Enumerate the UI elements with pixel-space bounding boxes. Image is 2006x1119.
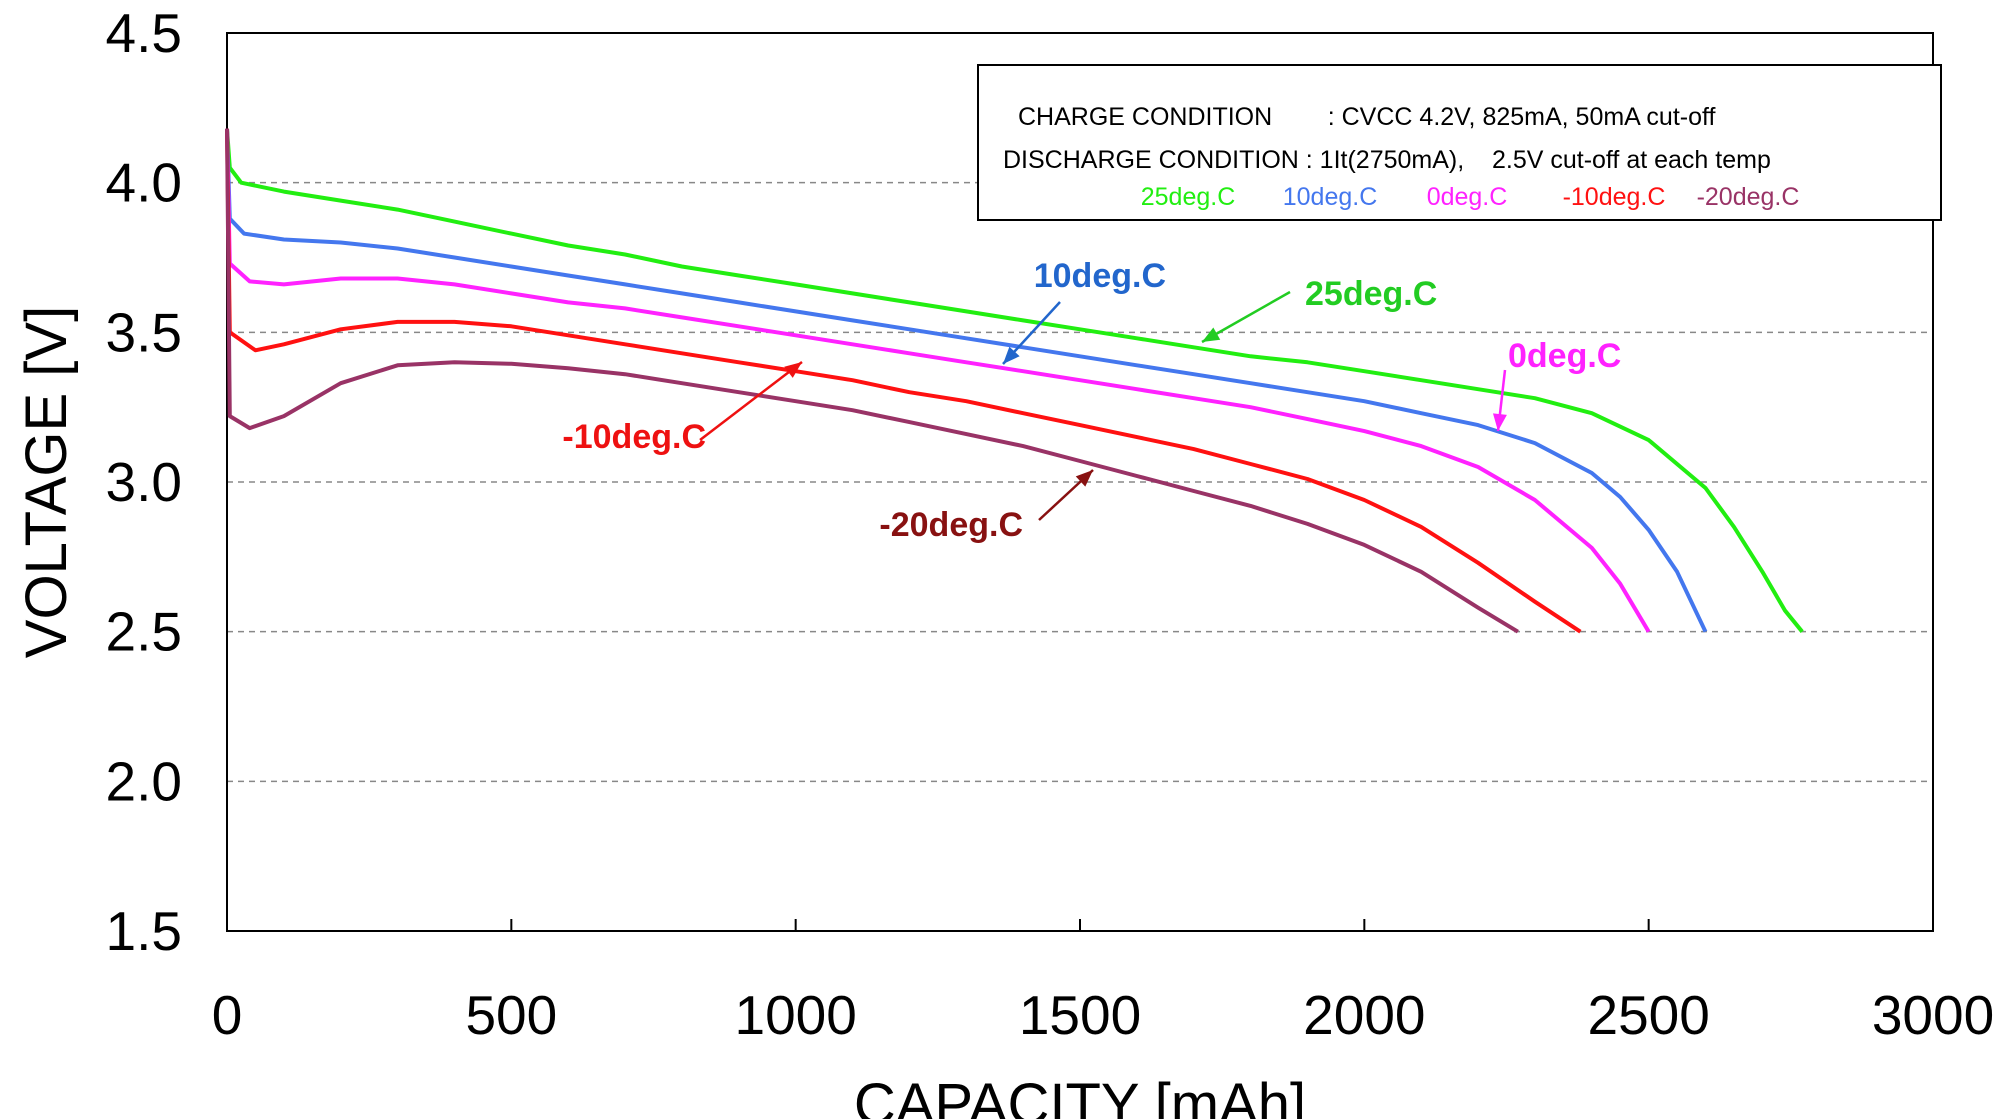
series-line	[225, 128, 1708, 633]
annotation-arrowhead	[1003, 346, 1020, 364]
x-tick-label: 500	[465, 984, 557, 1046]
legend-series-label: -20deg.C	[1697, 183, 1800, 211]
legend-series-labels: 25deg.C 10deg.C 0deg.C -10deg.C -20deg.C	[1141, 183, 1800, 211]
y-tick-label: 4.0	[106, 152, 182, 214]
series-line	[225, 128, 1804, 633]
series-annotation-label: -10deg.C	[562, 418, 706, 456]
series-annotation-label: 10deg.C	[1034, 257, 1166, 295]
y-tick-label: 1.5	[106, 900, 182, 962]
x-axis-title: CAPACITY [mAh]	[854, 1072, 1306, 1119]
legend-frame	[977, 64, 1942, 221]
y-axis-title: VOLTAGE [V]	[14, 306, 79, 658]
legend-series-label: 25deg.C	[1141, 183, 1236, 211]
x-tick-labels: 0 500 1000 1500 2000 2500 3000	[212, 984, 1994, 1046]
x-tick-label: 2000	[1303, 984, 1425, 1046]
annotation-arrow	[699, 361, 803, 441]
annotations: 25deg.C 10deg.C 0deg.C -10deg.C -20deg.C	[562, 257, 1621, 544]
series-line	[225, 128, 1519, 634]
series-annotation-label: 25deg.C	[1305, 275, 1437, 313]
y-tick-label: 3.5	[106, 301, 182, 363]
x-tick-label: 1500	[1019, 984, 1141, 1046]
x-tick-label: 0	[212, 984, 243, 1046]
y-tick-label: 4.5	[106, 2, 182, 64]
annotation-arrowhead	[1075, 470, 1093, 487]
legend-series-label: -10deg.C	[1563, 183, 1666, 211]
legend-series-label: 0deg.C	[1427, 183, 1508, 211]
y-tick-labels: 4.5 4.0 3.5 3.0 2.5 2.0 1.5	[106, 2, 182, 962]
annotation-arrowhead	[784, 362, 802, 378]
x-tick-marks	[510, 919, 1934, 931]
annotation-arrowhead	[1202, 327, 1221, 342]
x-tick-label: 2500	[1587, 984, 1709, 1046]
series-annotation-label: 0deg.C	[1508, 337, 1621, 375]
series-line	[225, 128, 1582, 634]
y-tick-label: 2.0	[106, 750, 182, 812]
y-tick-label: 3.0	[106, 451, 182, 513]
series-lines	[225, 128, 1804, 634]
legend-charge-condition: CHARGE CONDITION : CVCC 4.2V, 825mA, 50m…	[1018, 103, 1715, 131]
x-tick-label: 3000	[1872, 984, 1994, 1046]
series-annotation-label: -20deg.C	[879, 506, 1023, 544]
legend-discharge-condition: DISCHARGE CONDITION : 1It(2750mA), 2.5V …	[1003, 146, 1771, 174]
series-line	[225, 128, 1651, 633]
annotation-arrowhead	[1492, 413, 1507, 431]
x-tick-label: 1000	[734, 984, 856, 1046]
y-tick-label: 2.5	[106, 601, 182, 663]
legend-series-label: 10deg.C	[1283, 183, 1378, 211]
legend-box: CHARGE CONDITION : CVCC 4.2V, 825mA, 50m…	[977, 64, 1942, 221]
